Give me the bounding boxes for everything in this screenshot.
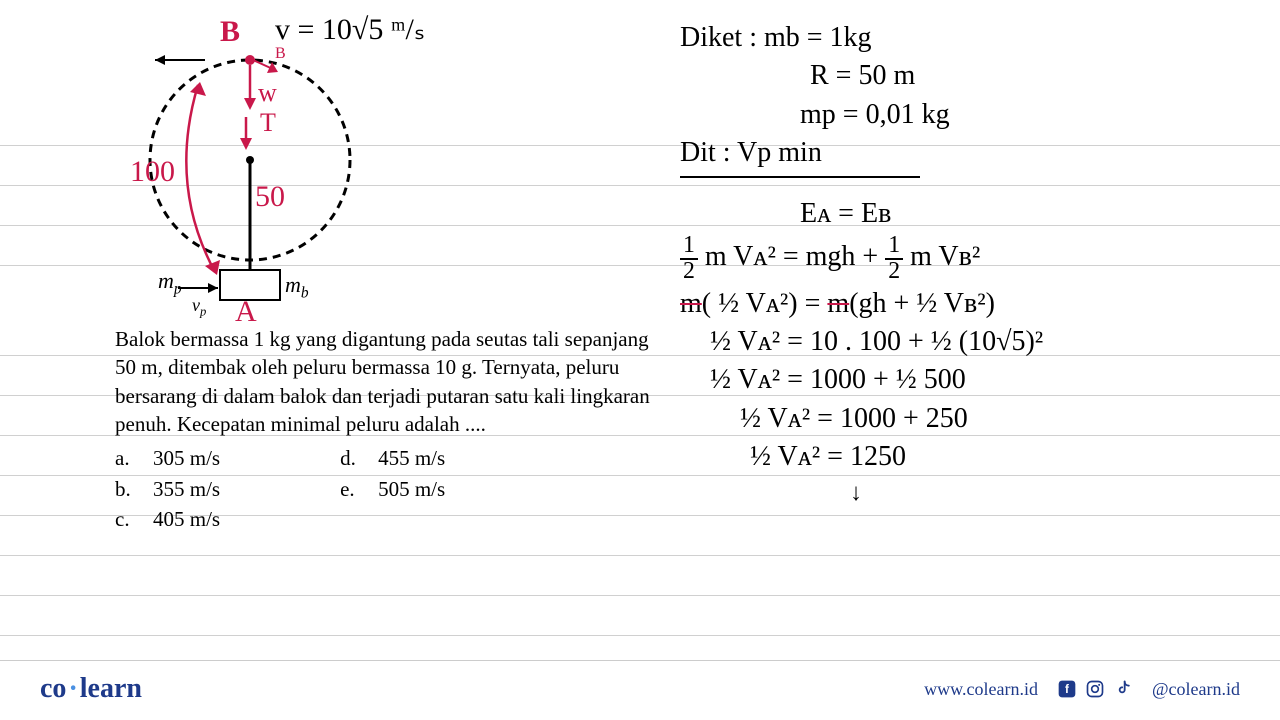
work-arrow: ↓ <box>680 478 1240 509</box>
work-dit: Dit : Vp min <box>680 135 1240 171</box>
b-label: B <box>220 15 240 49</box>
option-a: a.305 m/s <box>115 444 220 472</box>
t-label: T <box>260 108 276 138</box>
height-curve-top-arrow <box>190 82 206 96</box>
vb-arrowhead <box>244 98 256 110</box>
social-icons: f <box>1056 678 1134 700</box>
b-sub-label: B <box>275 45 286 63</box>
vp-label: vp <box>192 295 206 320</box>
instagram-icon <box>1084 678 1106 700</box>
colearn-logo: co·learn <box>40 673 142 705</box>
option-d: d.455 m/s <box>340 444 445 472</box>
problem-body: Balok bermassa 1 kg yang digantung pada … <box>115 327 650 436</box>
work-ea-eb: Eᴀ = Eʙ <box>680 196 1240 232</box>
page-footer: co·learn www.colearn.id f @colearn.id <box>0 660 1280 705</box>
work-mp: mp = 0,01 kg <box>680 97 1240 133</box>
w-label: w <box>258 78 277 108</box>
work-diket: Diket : mb = 1kg <box>680 20 1240 56</box>
height-curve <box>186 85 215 272</box>
handwritten-work: Diket : mb = 1kg R = 50 m mp = 0,01 kg D… <box>680 20 1240 511</box>
facebook-icon: f <box>1056 678 1078 700</box>
work-sub2: ½ Vᴀ² = 1000 + ½ 500 <box>680 362 1240 398</box>
work-r: R = 50 m <box>680 58 1240 94</box>
mp-label: mp <box>158 268 182 298</box>
work-sub3: ½ Vᴀ² = 1000 + 250 <box>680 401 1240 437</box>
option-c: c.405 m/s <box>115 505 220 533</box>
v-equation: v = 10√5 ᵐ/ₛ <box>275 12 425 47</box>
work-result: ½ Vᴀ² = 1250 <box>680 439 1240 475</box>
label-100: 100 <box>130 155 175 189</box>
t-arrowhead <box>240 138 252 150</box>
tangent-arrowhead <box>155 55 165 65</box>
height-curve-bot-arrow <box>205 260 220 275</box>
option-b: b.355 m/s <box>115 475 220 503</box>
label-50: 50 <box>255 180 285 214</box>
svg-text:f: f <box>1065 683 1069 696</box>
work-energy-eq: 12 m Vᴀ² = mgh + 12 m Vʙ² <box>680 234 1240 284</box>
footer-handle: @colearn.id <box>1152 679 1240 700</box>
problem-statement: Balok bermassa 1 kg yang digantung pada … <box>115 325 660 533</box>
physics-diagram: mp vp mb B B v = 10√5 ᵐ/ₛ w T 100 50 A <box>120 10 440 320</box>
a-label: A <box>235 295 257 329</box>
work-cancel-m: m( ½ Vᴀ²) = m(gh + ½ Vʙ²) <box>680 286 1240 322</box>
footer-right: www.colearn.id f @colearn.id <box>924 678 1240 700</box>
mb-label: mb <box>285 272 309 302</box>
answer-options: a.305 m/s b.355 m/s c.405 m/s d.455 m/s … <box>115 444 660 533</box>
option-e: e.505 m/s <box>340 475 445 503</box>
tiktok-icon <box>1112 678 1134 700</box>
bullet-arrowhead <box>208 283 218 293</box>
work-sub1: ½ Vᴀ² = 10 . 100 + ½ (10√5)² <box>680 324 1240 360</box>
footer-url: www.colearn.id <box>924 679 1038 700</box>
